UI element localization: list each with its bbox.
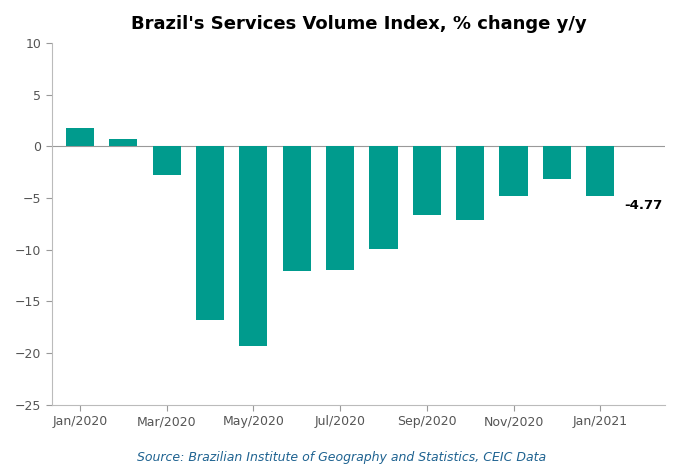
Bar	[456, 146, 484, 219]
Bar	[152, 146, 181, 175]
Bar	[283, 146, 311, 272]
Bar	[109, 139, 137, 146]
Bar	[586, 146, 614, 196]
Bar	[499, 146, 528, 196]
Bar	[543, 146, 571, 179]
Text: -4.77: -4.77	[624, 199, 663, 212]
Text: Source: Brazilian Institute of Geography and Statistics, CEIC Data: Source: Brazilian Institute of Geography…	[137, 451, 546, 464]
Bar	[413, 146, 441, 214]
Bar	[66, 128, 94, 146]
Bar	[239, 146, 268, 346]
Bar	[196, 146, 224, 320]
Bar	[370, 146, 398, 249]
Bar	[326, 146, 354, 270]
Title: Brazil's Services Volume Index, % change y/y: Brazil's Services Volume Index, % change…	[130, 15, 587, 33]
